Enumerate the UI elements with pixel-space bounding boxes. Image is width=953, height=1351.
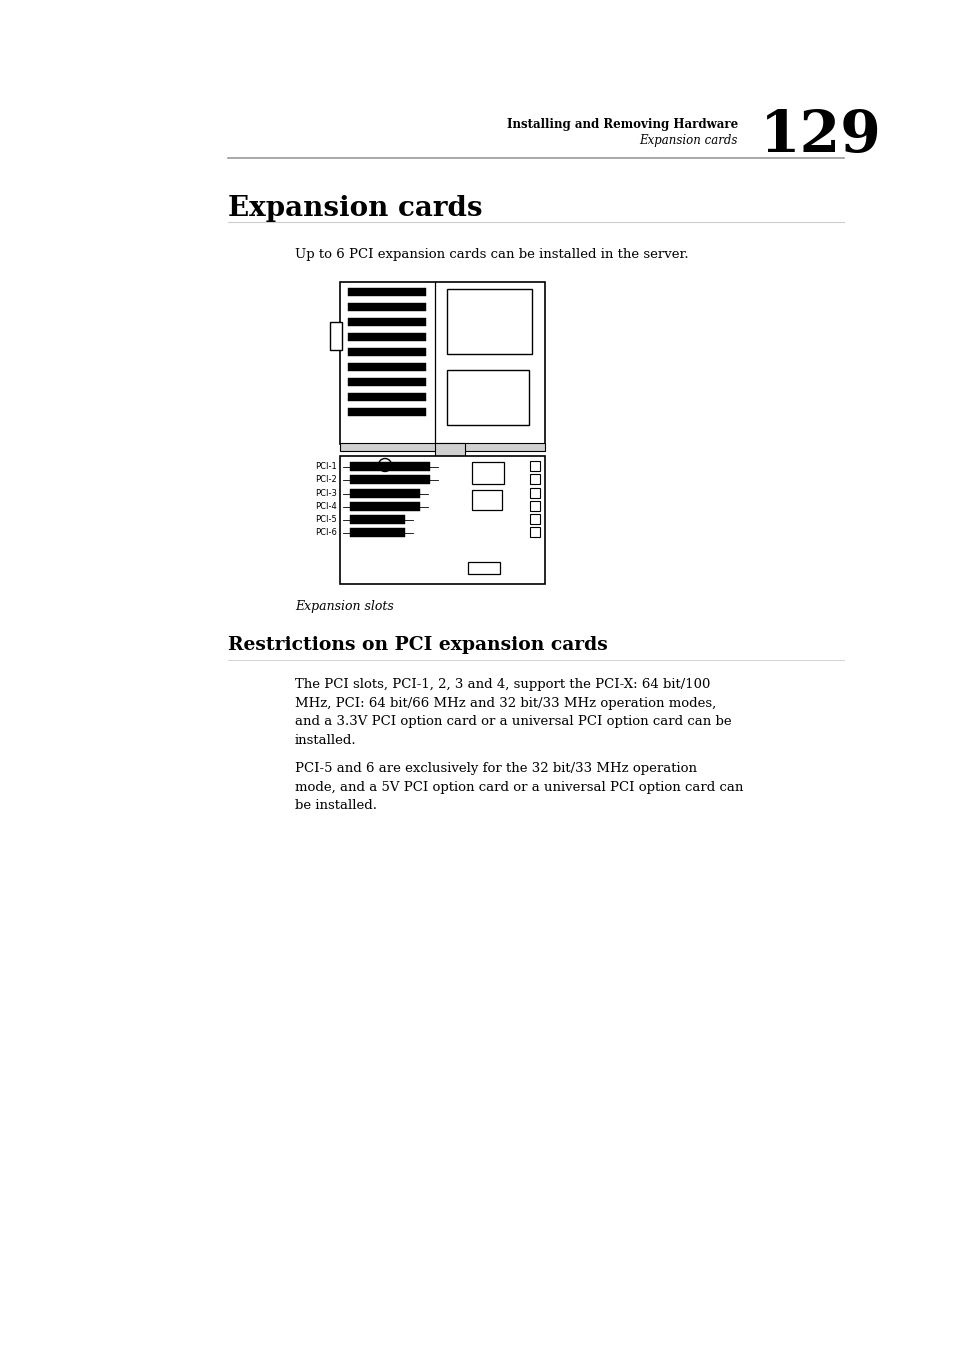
Text: PCI-3: PCI-3 (314, 489, 336, 499)
Text: PCI-4: PCI-4 (314, 503, 336, 511)
Text: The PCI slots, PCI-1, 2, 3 and 4, support the PCI-X: 64 bit/100
MHz, PCI: 64 bit: The PCI slots, PCI-1, 2, 3 and 4, suppor… (294, 678, 731, 747)
Bar (530, 474, 539, 484)
Bar (468, 562, 499, 574)
Bar (530, 461, 539, 471)
Bar (350, 515, 405, 524)
Bar (350, 503, 419, 511)
Bar (348, 317, 426, 326)
Text: PCI-2: PCI-2 (314, 476, 336, 484)
Bar (350, 489, 419, 499)
Text: Expansion slots: Expansion slots (294, 600, 394, 613)
Bar (447, 370, 529, 426)
Bar (348, 288, 426, 296)
Text: Restrictions on PCI expansion cards: Restrictions on PCI expansion cards (228, 636, 607, 654)
Text: PCI-5 and 6 are exclusively for the 32 bit/33 MHz operation
mode, and a 5V PCI o: PCI-5 and 6 are exclusively for the 32 b… (294, 762, 742, 812)
Bar (339, 443, 544, 451)
Bar (348, 408, 426, 416)
Bar (330, 322, 341, 350)
Text: Up to 6 PCI expansion cards can be installed in the server.: Up to 6 PCI expansion cards can be insta… (294, 249, 688, 261)
Bar (530, 488, 539, 499)
Text: Installing and Removing Hardware: Installing and Removing Hardware (506, 118, 738, 131)
Bar (348, 303, 426, 311)
Bar (348, 349, 426, 357)
Text: Expansion cards: Expansion cards (639, 134, 738, 147)
Bar (530, 501, 539, 511)
Bar (348, 363, 426, 372)
Bar (472, 490, 501, 509)
Text: 129: 129 (760, 108, 881, 163)
Text: PCI-1: PCI-1 (314, 462, 336, 471)
Text: Expansion cards: Expansion cards (228, 195, 482, 222)
Bar (530, 527, 539, 536)
Text: PCI-6: PCI-6 (314, 528, 336, 536)
Bar (350, 528, 405, 536)
Bar (350, 462, 430, 471)
Bar (350, 476, 430, 484)
Bar (447, 289, 532, 354)
Bar (348, 378, 426, 386)
Text: PCI-5: PCI-5 (314, 515, 336, 524)
Bar (348, 332, 426, 340)
Bar (435, 443, 464, 457)
Bar (472, 462, 503, 484)
Bar (348, 393, 426, 401)
Bar (339, 282, 544, 444)
Bar (530, 513, 539, 524)
Bar (339, 457, 544, 584)
